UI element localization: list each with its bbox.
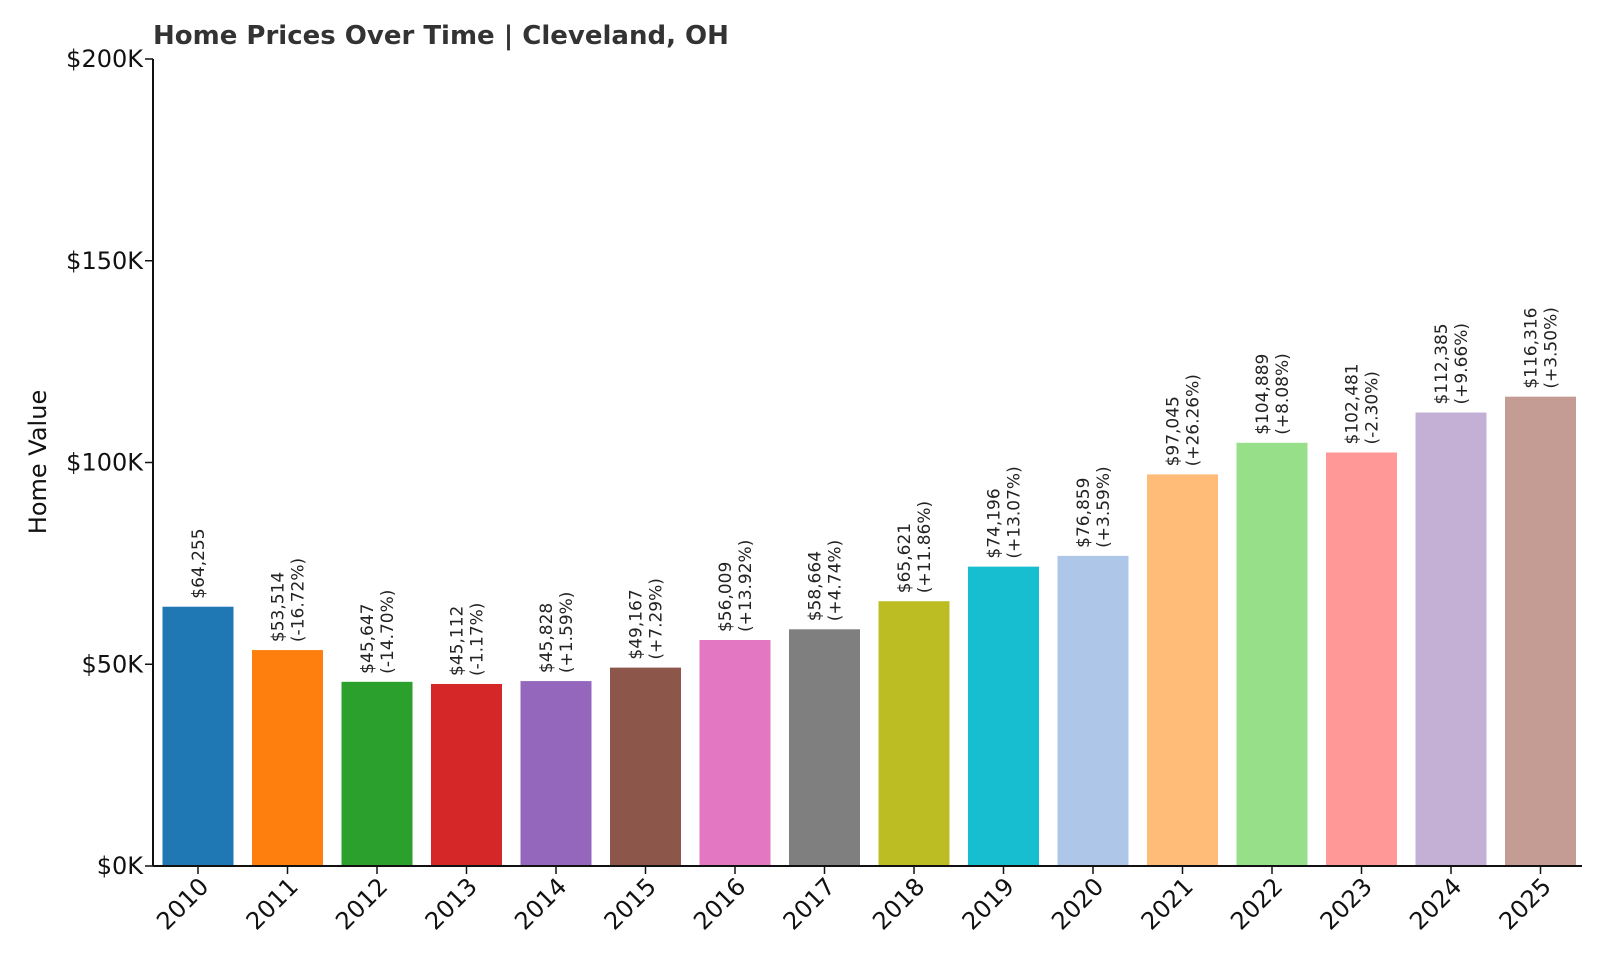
x-tick-label-2021: 2021 bbox=[1136, 872, 1199, 935]
y-tick-label: $100K bbox=[66, 449, 144, 477]
bar-2016 bbox=[699, 640, 771, 866]
data-label-2013: $45,112(-1.17%) bbox=[448, 603, 488, 676]
x-tick-label-2023: 2023 bbox=[1315, 872, 1378, 935]
bar-2018 bbox=[878, 601, 950, 866]
y-tick-label: $150K bbox=[66, 247, 144, 275]
data-label-2014: $45,828(+1.59%) bbox=[537, 592, 577, 674]
y-tick-label: $0K bbox=[97, 852, 145, 880]
data-label-2024: $112,385(+9.66%) bbox=[1432, 323, 1472, 405]
bar-2021 bbox=[1147, 474, 1218, 866]
x-tick-label-2020: 2020 bbox=[1046, 872, 1109, 935]
x-tick-label-2010: 2010 bbox=[151, 872, 214, 935]
bar-2023 bbox=[1326, 452, 1397, 866]
x-tick-label-2013: 2013 bbox=[420, 872, 483, 935]
data-label-2023: $102,481(-2.30%) bbox=[1343, 363, 1383, 444]
bar-2011 bbox=[252, 650, 323, 866]
data-label-2021: $97,045(+26.26%) bbox=[1164, 374, 1204, 466]
data-label-2010: $64,255 bbox=[189, 528, 209, 598]
bar-2015 bbox=[610, 667, 681, 866]
x-tick-label-2019: 2019 bbox=[957, 872, 1020, 935]
bar-2024 bbox=[1415, 412, 1487, 866]
data-label-2020: $76,859(+3.59%) bbox=[1074, 466, 1114, 548]
bar-2022 bbox=[1236, 442, 1308, 866]
bar-2014 bbox=[520, 681, 592, 866]
y-axis-ticks: $0K $50K $100K $150K $200K bbox=[66, 45, 153, 880]
x-tick-label-2014: 2014 bbox=[509, 872, 572, 935]
y-tick-label: $200K bbox=[66, 45, 144, 73]
data-label-2016: $56,009(+13.92%) bbox=[716, 540, 756, 632]
data-label-2018: $65,621(+11.86%) bbox=[895, 501, 935, 593]
x-tick-label-2025: 2025 bbox=[1494, 872, 1557, 935]
x-tick-label-2022: 2022 bbox=[1225, 872, 1288, 935]
data-labels: $64,255 $53,514(-16.72%) $45,647(-14.70%) $… bbox=[189, 307, 1562, 676]
data-label-2012: $45,647(-14.70%) bbox=[358, 590, 398, 674]
data-label-2017: $58,664(+4.74%) bbox=[806, 540, 846, 622]
x-axis-ticks: 2010 2011 2012 2013 2014 2015 2016 2017 2018 2019… bbox=[151, 866, 1557, 935]
x-tick-label-2012: 2012 bbox=[330, 872, 393, 935]
bar-2019 bbox=[968, 566, 1039, 866]
data-label-2011: $53,514(-16.72%) bbox=[269, 558, 309, 642]
x-tick-label-2016: 2016 bbox=[688, 872, 751, 935]
x-tick-label-2024: 2024 bbox=[1404, 872, 1467, 935]
x-tick-label-2011: 2011 bbox=[241, 872, 304, 935]
bar-2013 bbox=[431, 683, 502, 866]
bar-2010 bbox=[162, 606, 234, 866]
bar-2012 bbox=[341, 681, 413, 866]
y-tick-label: $50K bbox=[81, 650, 144, 678]
x-tick-label-2015: 2015 bbox=[599, 872, 662, 935]
y-axis-label: Home Value bbox=[24, 390, 52, 534]
chart-title: Home Prices Over Time | Cleveland, OH bbox=[153, 21, 729, 51]
bars bbox=[162, 396, 1576, 866]
data-label-2019: $74,196(+13.07%) bbox=[985, 466, 1025, 558]
data-label-2022: $104,889(+8.08%) bbox=[1253, 353, 1293, 435]
bar-2025 bbox=[1505, 396, 1576, 866]
x-tick-label-2018: 2018 bbox=[867, 872, 930, 935]
bar-2020 bbox=[1057, 555, 1129, 866]
bar-2017 bbox=[789, 629, 860, 866]
data-label-2025: $116,316(+3.50%) bbox=[1522, 307, 1562, 389]
data-label-2015: $49,167(+7.29%) bbox=[627, 578, 667, 660]
x-tick-label-2017: 2017 bbox=[778, 872, 841, 935]
